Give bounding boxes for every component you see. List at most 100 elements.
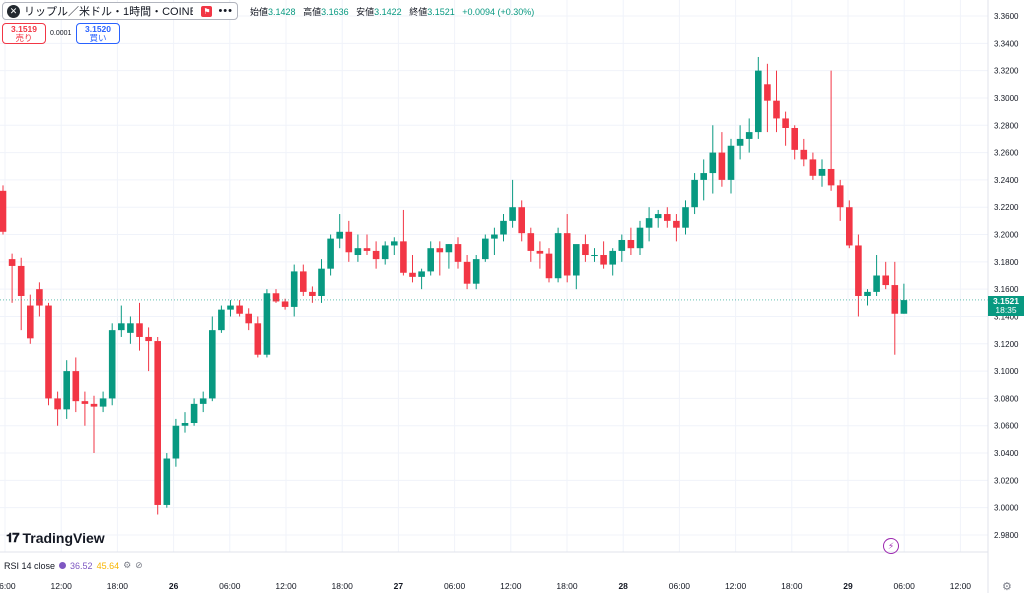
candle[interactable] xyxy=(900,283,908,314)
candle[interactable] xyxy=(72,357,80,413)
candle[interactable] xyxy=(172,418,180,467)
candle[interactable] xyxy=(736,125,744,160)
candle[interactable] xyxy=(536,241,544,269)
sell-button[interactable]: 3.1519 売り xyxy=(2,23,46,44)
candle[interactable] xyxy=(463,255,471,290)
symbol-header[interactable]: ✕ リップル／米ドル・1時間・COINBASE ⚑ ••• xyxy=(2,2,238,20)
candle[interactable] xyxy=(700,159,707,201)
settings-icon[interactable]: ⚙ xyxy=(123,560,132,570)
candle[interactable] xyxy=(36,282,43,317)
candle[interactable] xyxy=(709,125,717,194)
candle[interactable] xyxy=(454,237,462,269)
candle[interactable] xyxy=(381,241,389,265)
candle[interactable] xyxy=(363,234,371,256)
candle[interactable] xyxy=(163,453,171,508)
candle[interactable] xyxy=(745,118,753,153)
flag-icon[interactable]: ⚑ xyxy=(201,5,213,17)
candle[interactable] xyxy=(563,214,571,283)
candle[interactable] xyxy=(527,227,535,262)
candle[interactable] xyxy=(782,111,789,146)
candle[interactable] xyxy=(864,289,871,306)
candle[interactable] xyxy=(90,395,98,454)
candle[interactable] xyxy=(809,152,817,180)
candle[interactable] xyxy=(764,63,771,133)
candle[interactable] xyxy=(418,268,425,290)
candle[interactable] xyxy=(755,56,762,139)
candle[interactable] xyxy=(673,214,680,242)
candle[interactable] xyxy=(209,316,216,402)
candle[interactable] xyxy=(218,305,225,333)
candle[interactable] xyxy=(263,289,271,358)
candle[interactable] xyxy=(591,248,598,262)
candle[interactable] xyxy=(436,241,444,276)
candle[interactable] xyxy=(818,159,826,187)
candle[interactable] xyxy=(645,207,653,242)
rsi-legend[interactable]: RSI 14 close 36.52 45.64 ⚙ ⊘ xyxy=(4,560,143,571)
buy-button[interactable]: 3.1520 買い xyxy=(76,23,120,44)
candle[interactable] xyxy=(199,391,207,413)
candle[interactable] xyxy=(118,305,125,337)
candle[interactable] xyxy=(409,255,416,283)
candle[interactable] xyxy=(145,327,152,372)
candle[interactable] xyxy=(891,261,899,355)
candle[interactable] xyxy=(245,308,252,331)
candle[interactable] xyxy=(8,253,16,303)
candle[interactable] xyxy=(345,220,353,262)
candle[interactable] xyxy=(272,289,280,303)
candle[interactable] xyxy=(682,200,689,235)
candle[interactable] xyxy=(618,234,626,262)
candle[interactable] xyxy=(127,316,134,344)
candle[interactable] xyxy=(727,138,735,194)
candle[interactable] xyxy=(609,248,616,276)
candle[interactable] xyxy=(391,237,398,256)
candle[interactable] xyxy=(791,125,798,160)
candle[interactable] xyxy=(836,179,844,221)
candle[interactable] xyxy=(882,261,889,290)
candle[interactable] xyxy=(300,264,307,296)
candle[interactable] xyxy=(17,257,25,331)
candle[interactable] xyxy=(827,70,835,191)
candle[interactable] xyxy=(318,259,325,303)
candle[interactable] xyxy=(600,241,607,269)
candle[interactable] xyxy=(99,391,107,413)
candle[interactable] xyxy=(518,200,525,242)
candle[interactable] xyxy=(664,207,671,228)
candle[interactable] xyxy=(254,316,262,358)
candle[interactable] xyxy=(227,300,234,317)
hide-icon[interactable]: ⊘ xyxy=(135,560,143,570)
candle[interactable] xyxy=(855,234,862,317)
candle[interactable] xyxy=(181,412,189,433)
candle[interactable] xyxy=(154,336,161,515)
candle[interactable] xyxy=(400,209,407,276)
candle[interactable] xyxy=(108,323,116,406)
candle[interactable] xyxy=(136,302,143,351)
candle[interactable] xyxy=(773,70,780,133)
candle[interactable] xyxy=(336,214,343,249)
candle[interactable] xyxy=(0,185,7,235)
chart-settings-icon[interactable]: ⚙ xyxy=(1002,581,1012,593)
candle[interactable] xyxy=(63,360,70,419)
candle[interactable] xyxy=(427,241,434,276)
candle[interactable] xyxy=(190,398,198,426)
candle[interactable] xyxy=(472,255,480,290)
candle[interactable] xyxy=(718,132,726,187)
candle[interactable] xyxy=(873,255,880,296)
candle[interactable] xyxy=(573,244,580,290)
tradingview-logo[interactable]: 𝟏𝟕 TradingView xyxy=(6,530,105,546)
candle[interactable] xyxy=(236,300,243,317)
candle[interactable] xyxy=(691,173,698,215)
candle[interactable] xyxy=(545,248,553,283)
candle[interactable] xyxy=(290,264,298,317)
more-dots-icon[interactable]: ••• xyxy=(218,5,233,17)
candle[interactable] xyxy=(372,241,380,269)
candle[interactable] xyxy=(654,209,662,228)
candle[interactable] xyxy=(636,220,644,256)
candle[interactable] xyxy=(27,294,34,344)
candle[interactable] xyxy=(491,227,498,256)
candle[interactable] xyxy=(327,234,334,276)
candle[interactable] xyxy=(45,302,52,406)
candle[interactable] xyxy=(81,391,89,426)
candle[interactable] xyxy=(627,227,635,256)
alert-bolt-icon[interactable]: ⚡ xyxy=(883,538,899,554)
